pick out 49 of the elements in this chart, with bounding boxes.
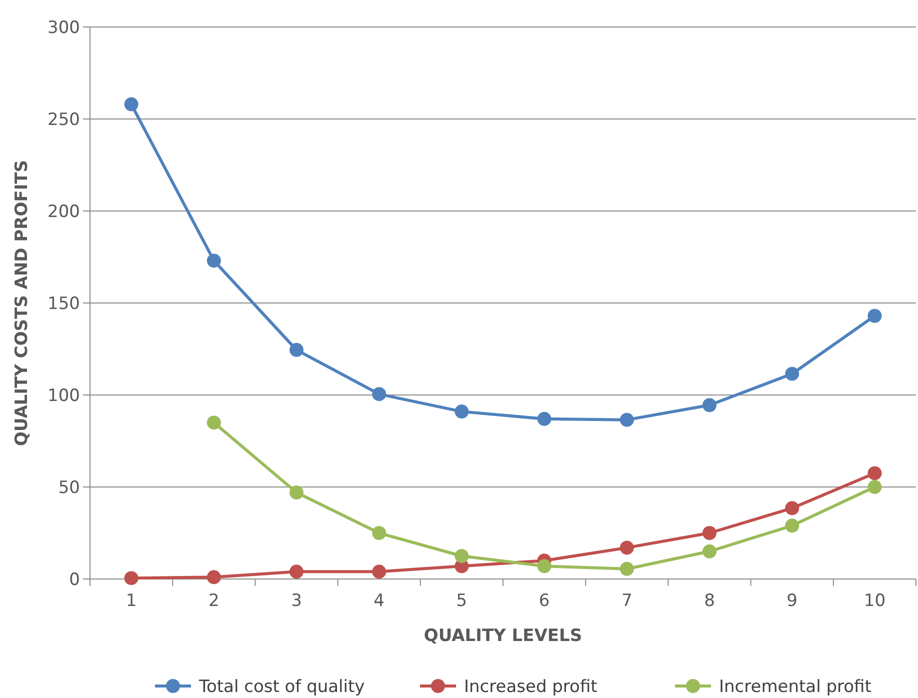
point — [206, 254, 221, 268]
x-axis-title: QUALITY LEVELS — [424, 626, 582, 646]
x-tick-label: 4 — [374, 591, 385, 611]
legend-label: Total cost of quality — [198, 676, 365, 697]
point — [537, 559, 552, 574]
x-tick-label: 3 — [291, 591, 302, 611]
y-tick-label: 0 — [69, 570, 80, 590]
point — [290, 342, 304, 357]
point — [124, 571, 138, 586]
point — [372, 564, 386, 579]
point — [620, 412, 634, 427]
point — [785, 366, 800, 381]
x-tick-label: 5 — [456, 591, 468, 611]
point — [702, 398, 716, 412]
y-tick-label: 50 — [58, 478, 80, 498]
x-tick-label: 1 — [126, 591, 137, 611]
y-tick-label: 250 — [48, 110, 80, 130]
point — [620, 562, 634, 576]
y-tick-label: 200 — [48, 202, 80, 222]
point — [868, 480, 882, 494]
point — [868, 308, 882, 323]
x-tick-label: 7 — [621, 591, 632, 611]
point — [372, 526, 386, 540]
point — [124, 97, 138, 112]
point — [454, 549, 469, 563]
legend-label: Increased profit — [464, 676, 598, 697]
y-tick-label: 300 — [48, 18, 80, 38]
point — [785, 501, 800, 516]
point — [537, 412, 552, 426]
point — [868, 466, 882, 480]
x-tick-label: 6 — [538, 591, 550, 611]
point — [785, 518, 800, 533]
point — [620, 540, 634, 555]
y-tick-label: 100 — [48, 386, 80, 406]
legend-label: Incremental profit — [719, 676, 872, 697]
y-axis-title: QUALITY COSTS AND PROFITS — [12, 160, 32, 446]
point — [206, 416, 221, 430]
point — [290, 564, 304, 579]
x-tick-label: 10 — [864, 591, 886, 611]
x-tick-label: 2 — [208, 591, 220, 611]
point — [290, 486, 304, 500]
point — [454, 404, 469, 419]
point — [702, 544, 716, 558]
x-tick-label: 9 — [786, 591, 798, 611]
point — [372, 387, 386, 402]
point — [206, 570, 221, 584]
point — [702, 526, 716, 540]
y-tick-label: 150 — [48, 294, 80, 314]
x-tick-label: 8 — [704, 591, 715, 611]
